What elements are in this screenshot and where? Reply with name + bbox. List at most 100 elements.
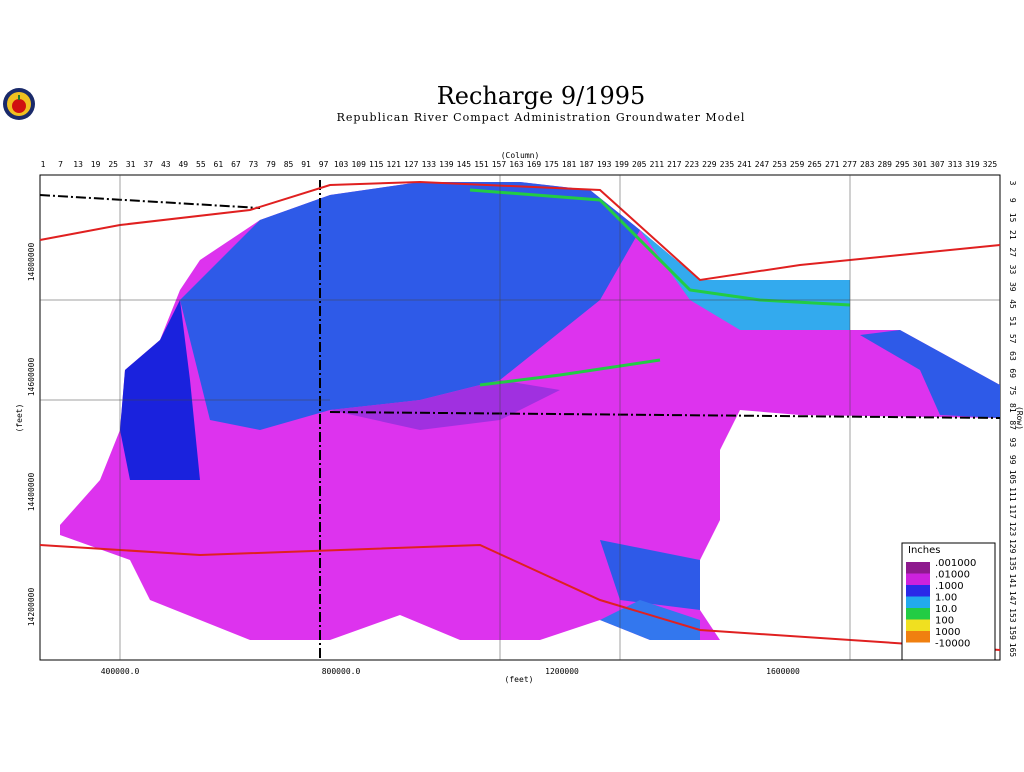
column-label: 181 [562, 160, 577, 169]
legend-label: .1000 [935, 581, 964, 592]
row-label: 63 [1008, 351, 1017, 361]
row-label: 57 [1008, 334, 1017, 344]
row-label: 27 [1008, 247, 1017, 257]
row-label: 165 [1008, 643, 1017, 658]
row-label: 33 [1008, 265, 1017, 275]
row-label: 81 [1008, 403, 1017, 413]
column-label: 259 [790, 160, 805, 169]
column-label: 145 [457, 160, 472, 169]
legend-label: -10000 [935, 639, 970, 650]
column-label: 43 [161, 160, 171, 169]
row-label: 51 [1008, 317, 1017, 327]
y-tick-label: 14200000 [27, 588, 36, 627]
column-label: 103 [334, 160, 349, 169]
legend-label: .001000 [935, 558, 976, 569]
subtitle: Republican River Compact Administration … [337, 111, 746, 124]
y-tick-label: 14400000 [27, 473, 36, 512]
column-label: 325 [983, 160, 998, 169]
row-label: 111 [1008, 487, 1017, 502]
column-label: 121 [387, 160, 402, 169]
legend-swatch [906, 585, 930, 597]
legend-label: 1000 [935, 627, 960, 638]
row-label: 153 [1008, 608, 1017, 623]
row-label: 99 [1008, 455, 1017, 465]
row-label: 117 [1008, 504, 1017, 519]
row-label: 129 [1008, 539, 1017, 554]
column-label: 271 [825, 160, 840, 169]
column-label: 139 [439, 160, 454, 169]
column-label: 193 [597, 160, 612, 169]
x-tick-label: 400000.0 [101, 667, 140, 676]
row-label: 69 [1008, 368, 1017, 378]
column-label: 37 [143, 160, 153, 169]
boundaries [39, 175, 1001, 660]
column-label: 307 [930, 160, 945, 169]
column-label: 163 [509, 160, 524, 169]
column-label: 127 [404, 160, 419, 169]
column-label: 175 [544, 160, 559, 169]
column-label: 253 [772, 160, 787, 169]
row-label: 123 [1008, 522, 1017, 537]
y-axis-label: (feet) [15, 404, 24, 433]
column-label: 73 [249, 160, 259, 169]
x-tick-label: 1200000 [545, 667, 579, 676]
column-label: 283 [860, 160, 875, 169]
column-label: 31 [126, 160, 136, 169]
column-label: 19 [91, 160, 101, 169]
logo [3, 88, 35, 120]
column-label: 157 [492, 160, 507, 169]
x-tick-label: 1600000 [766, 667, 800, 676]
column-label: 49 [178, 160, 188, 169]
y-tick-label: 14600000 [27, 358, 36, 397]
column-label: 241 [737, 160, 752, 169]
column-label: 229 [702, 160, 717, 169]
column-label: 223 [685, 160, 700, 169]
y-tick-label: 14800000 [27, 243, 36, 282]
column-label: 319 [965, 160, 980, 169]
column-label: 55 [196, 160, 206, 169]
column-label: 217 [667, 160, 682, 169]
column-label: 289 [878, 160, 893, 169]
row-label: 3 [1008, 181, 1017, 186]
legend-label: 10.0 [935, 604, 957, 615]
column-label: 7 [58, 160, 63, 169]
legend-swatch [906, 619, 930, 631]
row-label: 147 [1008, 591, 1017, 606]
column-label: 61 [214, 160, 224, 169]
column-label: 67 [231, 160, 241, 169]
column-label: 13 [73, 160, 83, 169]
column-axis-label: (Column) [501, 151, 540, 160]
column-label: 247 [755, 160, 770, 169]
title: Recharge 9/1995 [437, 82, 646, 110]
legend-label: .01000 [935, 570, 970, 581]
column-label: 187 [579, 160, 594, 169]
legend-title: Inches [908, 545, 941, 556]
column-label: 91 [301, 160, 311, 169]
row-label: 15 [1008, 213, 1017, 223]
legend: Inches .001000.01000.10001.0010.01001000… [901, 542, 996, 661]
row-label: 45 [1008, 299, 1017, 309]
row-label: 135 [1008, 556, 1017, 571]
column-label: 199 [614, 160, 629, 169]
x-tick-label: 800000.0 [322, 667, 361, 676]
column-label: 109 [351, 160, 366, 169]
row-label: 39 [1008, 282, 1017, 292]
column-label: 25 [108, 160, 118, 169]
column-label: 313 [948, 160, 963, 169]
row-label: 75 [1008, 386, 1017, 396]
row-label: 159 [1008, 625, 1017, 640]
row-axis-label: (Row) [1015, 406, 1024, 430]
legend-swatch [906, 573, 930, 585]
legend-label: 100 [935, 616, 954, 627]
legend-swatch [906, 631, 930, 643]
legend-swatch [906, 608, 930, 620]
row-label: 9 [1008, 198, 1017, 203]
column-label: 97 [319, 160, 329, 169]
column-label: 169 [527, 160, 542, 169]
column-label: 211 [650, 160, 665, 169]
column-label: 79 [266, 160, 276, 169]
legend-label: 1.00 [935, 593, 957, 604]
column-label: 265 [807, 160, 822, 169]
column-label: 115 [369, 160, 384, 169]
